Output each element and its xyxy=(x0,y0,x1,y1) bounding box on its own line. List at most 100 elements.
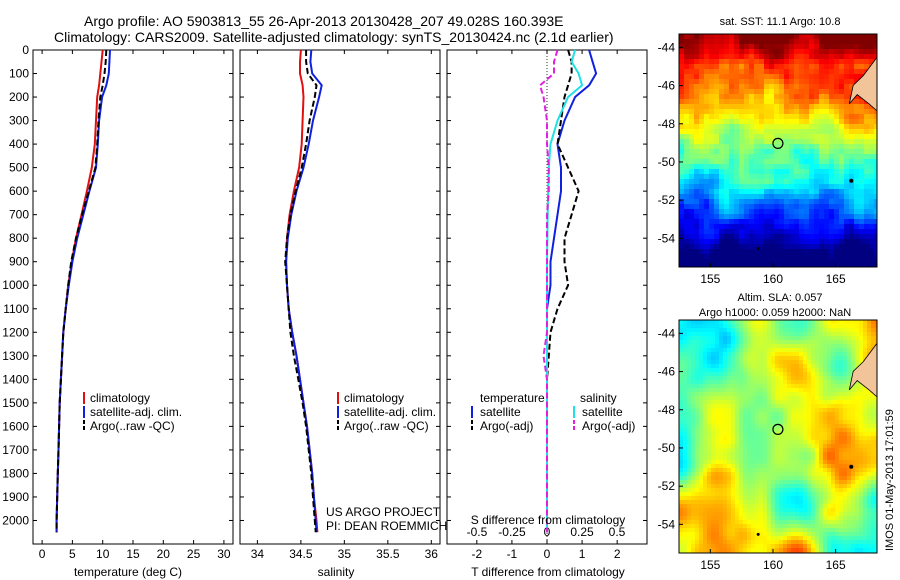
map-cell xyxy=(714,154,720,160)
map-cell xyxy=(699,536,704,541)
map-cell xyxy=(795,476,800,481)
map-cell xyxy=(687,388,692,393)
map-cell xyxy=(687,480,692,485)
map-cell xyxy=(694,139,700,145)
map-cell xyxy=(804,154,810,160)
map-cell xyxy=(739,239,745,245)
map-cell xyxy=(864,139,870,145)
map-cell xyxy=(689,249,695,255)
map-cell xyxy=(687,528,692,533)
map-cell xyxy=(804,114,810,120)
map-cell xyxy=(839,89,845,95)
map-cell xyxy=(814,154,820,160)
map-cell xyxy=(695,420,700,425)
map-cell xyxy=(851,452,856,457)
map-cell xyxy=(807,360,812,365)
temperature-panel: 0100200300400500600700800900100011001200… xyxy=(2,43,234,561)
map-cell xyxy=(871,532,876,537)
map-cell xyxy=(807,356,812,361)
map-cell xyxy=(827,460,832,465)
map-cell xyxy=(754,224,760,230)
map-cell xyxy=(703,396,708,401)
map-cell xyxy=(854,104,860,110)
map-cell xyxy=(864,149,870,155)
map-cell xyxy=(874,214,877,220)
map-cell xyxy=(779,209,785,215)
map-cell xyxy=(829,84,835,90)
map-cell xyxy=(699,380,704,385)
map-cell xyxy=(763,368,768,373)
map-cell xyxy=(759,49,765,55)
map-cell xyxy=(811,468,816,473)
map-cell xyxy=(807,460,812,465)
map-cell xyxy=(707,496,712,501)
map-cell xyxy=(744,54,750,60)
map-cell xyxy=(767,504,772,509)
map-cell xyxy=(791,360,796,365)
map-cell xyxy=(809,84,815,90)
map-cell xyxy=(724,189,730,195)
map-cell xyxy=(687,532,692,537)
map-cell xyxy=(791,500,796,505)
map-cell xyxy=(699,416,704,421)
map-cell xyxy=(871,420,876,425)
map-cell xyxy=(775,436,780,441)
map-cell xyxy=(874,54,877,60)
map-cell xyxy=(719,74,725,80)
map-cell xyxy=(859,532,864,537)
map-cell xyxy=(769,159,775,165)
map-cell xyxy=(763,540,768,545)
map-cell xyxy=(755,480,760,485)
map-cell xyxy=(764,154,770,160)
map-cell xyxy=(714,74,720,80)
map-cell xyxy=(831,396,836,401)
map-cell xyxy=(851,440,856,445)
map-cell xyxy=(763,404,768,409)
map-cell xyxy=(751,320,756,325)
map-cell xyxy=(735,384,740,389)
map-cell xyxy=(811,520,816,525)
map-cell xyxy=(869,129,875,135)
map-cell xyxy=(835,520,840,525)
map-cell xyxy=(849,84,855,90)
map-cell xyxy=(763,492,768,497)
map-cell xyxy=(839,440,844,445)
map-cell xyxy=(754,44,760,50)
map-cell xyxy=(759,472,764,477)
map-cell xyxy=(843,488,848,493)
map-cell xyxy=(799,44,805,50)
map-cell xyxy=(749,209,755,215)
map-cell xyxy=(727,488,732,493)
map-cell xyxy=(699,388,704,393)
map-cell xyxy=(811,400,816,405)
map-cell xyxy=(719,139,725,145)
map-cell xyxy=(809,49,815,55)
map-cell xyxy=(779,512,784,517)
map-cell xyxy=(744,224,750,230)
map-cell xyxy=(723,396,728,401)
sla-map-title: Altim. SLA: 0.057 xyxy=(738,292,823,304)
map-cell xyxy=(723,408,728,413)
map-cell xyxy=(719,149,725,155)
map-cell xyxy=(794,34,800,40)
map-cell xyxy=(719,484,724,489)
map-cell xyxy=(767,432,772,437)
map-cell xyxy=(819,169,825,175)
map-cell xyxy=(794,79,800,85)
map-cell xyxy=(683,492,688,497)
map-cell xyxy=(839,536,844,541)
map-cell xyxy=(707,528,712,533)
map-cell xyxy=(704,254,710,260)
map-cell xyxy=(719,524,724,529)
map-cell xyxy=(699,184,705,190)
map-cell xyxy=(771,408,776,413)
map-cell xyxy=(684,214,690,220)
map-cell xyxy=(859,352,864,357)
map-cell xyxy=(724,229,730,235)
map-cell xyxy=(847,320,852,325)
map-cell xyxy=(803,344,808,349)
map-cell xyxy=(727,508,732,513)
map-cell xyxy=(683,476,688,481)
map-cell xyxy=(875,336,877,341)
map-cell xyxy=(849,209,855,215)
